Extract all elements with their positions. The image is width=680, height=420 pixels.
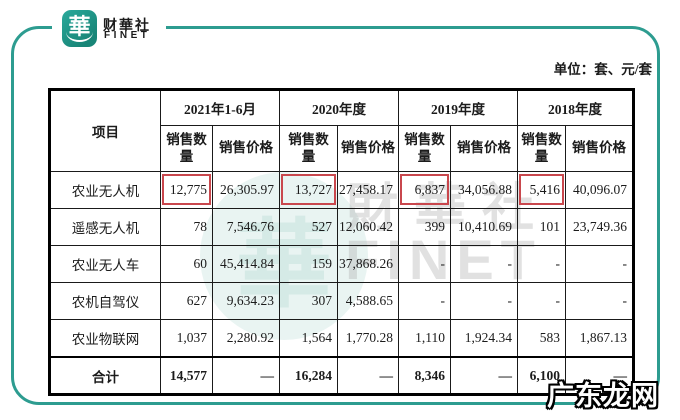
table-row: 农机自驾仪 627 9,634.23 307 4,588.65- - - -: [49, 282, 634, 320]
table-cell: 399: [398, 208, 451, 246]
logo-glyph: 華: [68, 13, 91, 39]
table-cell: 6,100: [517, 356, 566, 395]
brand-name-chinese: 财華社: [103, 19, 151, 34]
subheader-quantity: 销售数量: [517, 125, 566, 172]
table-row: 合计 14,577—16,284—8,346—6,100—: [49, 356, 634, 395]
table-cell: 37,868.26: [337, 245, 399, 283]
subheader-price: 销售价格: [212, 125, 280, 172]
subheader-price: 销售价格: [450, 125, 518, 172]
table-cell: —: [212, 356, 280, 395]
table-cell: -: [517, 245, 566, 283]
table-cell: 1,564: [279, 319, 338, 358]
table-cell: 16,284: [279, 356, 338, 395]
table-cell: 60: [160, 245, 213, 283]
table-row: 农业无人机 12,775 26,305.97 13,727 27,458.17 6,837…: [49, 171, 634, 209]
table-cell: 7,546.76: [212, 208, 280, 246]
table-cell: 2,280.92: [212, 319, 280, 358]
table-cell: —: [450, 356, 518, 395]
table-cell: 14,577: [160, 356, 213, 395]
table-cell: —: [565, 356, 634, 395]
row-label: 农业物联网: [49, 319, 161, 358]
table-cell: 27,458.17: [337, 171, 399, 209]
table-cell: 1,867.13: [565, 319, 634, 358]
table-cell: 6,837: [398, 171, 451, 209]
year-header-2020: 2020年度: [279, 89, 399, 126]
table-row: 农业无人车 60 45,414.84 159 37,868.26- - - -: [49, 245, 634, 283]
table-cell: 45,414.84: [212, 245, 280, 283]
table-row: 遥感无人机 78 7,546.76 527 12,060.42 399 10,410.69 1…: [49, 208, 634, 246]
table-cell: —: [337, 356, 399, 395]
table-cell: -: [398, 282, 451, 320]
table-cell: 34,056.88: [450, 171, 518, 209]
unit-note: 单位：套、元/套: [553, 62, 652, 77]
table-cell: 12,775: [160, 171, 213, 209]
table-cell: 9,634.23: [212, 282, 280, 320]
table-cell: -: [517, 282, 566, 320]
table-cell: 1,924.34: [450, 319, 518, 358]
table-cell: -: [450, 245, 518, 283]
row-label: 遥感无人机: [49, 208, 161, 246]
subheader-price: 销售价格: [565, 125, 634, 172]
table-cell: 8,346: [398, 356, 451, 395]
sales-table: 项目 2021年1-6月 2020年度 2019年度 2018年度 销售数量 销…: [48, 88, 635, 396]
table-cell: 627: [160, 282, 213, 320]
table-cell: 40,096.07: [565, 171, 634, 209]
table-cell: 26,305.97: [212, 171, 280, 209]
brand-name-english: FINET: [104, 30, 151, 41]
header-row-subcolumns: 销售数量 销售价格 销售数量 销售价格 销售数量 销售价格 销售数量 销售价格: [50, 125, 634, 172]
sales-table-container: 项目 2021年1-6月 2020年度 2019年度 2018年度 销售数量 销…: [48, 88, 635, 396]
row-label: 农业无人车: [49, 245, 161, 283]
year-header-2019: 2019年度: [398, 89, 518, 126]
table-cell: 4,588.65: [337, 282, 399, 320]
table-cell: 1,110: [398, 319, 451, 358]
table-row: 农业物联网 1,037 2,280.92 1,564 1,770.28 1,110 1,92…: [49, 319, 634, 358]
table-cell: -: [398, 245, 451, 283]
subheader-price: 销售价格: [337, 125, 399, 172]
table-cell: -: [565, 245, 634, 283]
table-cell: 159: [279, 245, 338, 283]
table-cell: 101: [517, 208, 566, 246]
item-column-header: 项目: [49, 89, 161, 172]
row-label: 农机自驾仪: [49, 282, 161, 320]
table-cell: 13,727: [279, 171, 338, 209]
subheader-quantity: 销售数量: [279, 125, 338, 172]
table-cell: 10,410.69: [450, 208, 518, 246]
year-header-2021: 2021年1-6月: [160, 89, 280, 126]
subheader-quantity: 销售数量: [160, 125, 213, 172]
table-cell: -: [450, 282, 518, 320]
corner-watermark: 广东龙网: [547, 381, 659, 411]
table-cell: 5,416: [517, 171, 566, 209]
header-row-years: 项目 2021年1-6月 2020年度 2019年度 2018年度: [49, 89, 634, 172]
table-cell: 1,770.28: [337, 319, 399, 358]
row-label: 合计: [49, 356, 161, 395]
row-label: 农业无人机: [49, 171, 161, 209]
table-cell: 307: [279, 282, 338, 320]
table-cell: 527: [279, 208, 338, 246]
finet-logo-icon: 華: [62, 10, 97, 47]
subheader-quantity: 销售数量: [398, 125, 451, 172]
table-cell: -: [565, 282, 634, 320]
table-cell: 23,749.36: [565, 208, 634, 246]
table-cell: 12,060.42: [337, 208, 399, 246]
table-cell: 1,037: [160, 319, 213, 358]
teal-frame-border: [11, 26, 660, 405]
table-cell: 583: [517, 319, 566, 358]
year-header-2018: 2018年度: [517, 89, 634, 126]
table-cell: 78: [160, 208, 213, 246]
